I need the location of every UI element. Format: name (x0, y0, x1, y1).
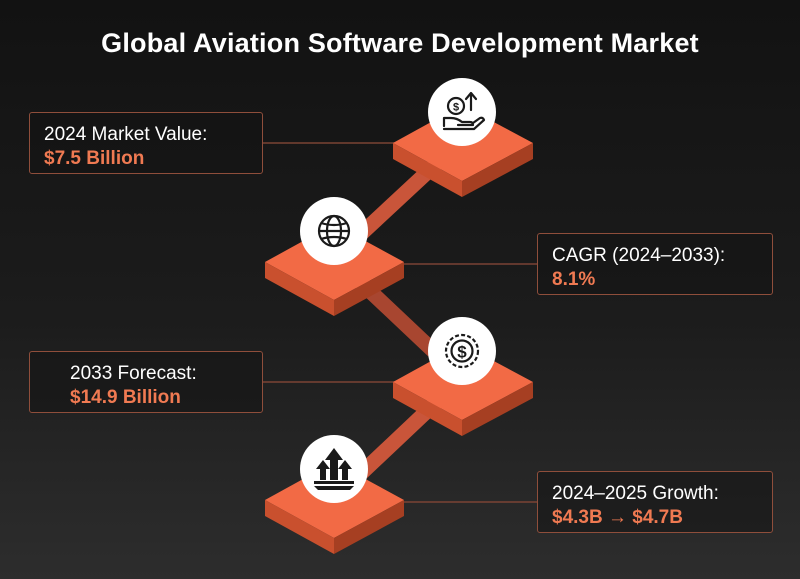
callout-2024-market-value: 2024 Market Value: $7.5 Billion (29, 112, 263, 174)
callout-label: CAGR (2024–2033): (552, 245, 726, 266)
hand-money-growth-icon: $ (442, 91, 486, 131)
callout-label: 2033 Forecast: (70, 363, 197, 384)
callout-2033-forecast: 2033 Forecast: $14.9 Billion (29, 351, 263, 413)
callout-label: 2024 Market Value: (44, 124, 208, 145)
callout-cagr: CAGR (2024–2033): 8.1% (537, 233, 773, 295)
dollar-coin-icon: $ (444, 333, 480, 369)
page-title: Global Aviation Software Development Mar… (101, 28, 699, 58)
upward-arrows-icon (314, 448, 354, 490)
callout-growth: 2024–2025 Growth: $4.3B → $4.7B (537, 471, 773, 533)
callout-value: $14.9 Billion (70, 387, 181, 408)
callout-value: $4.3B → $4.7B (552, 507, 683, 528)
callout-value: $7.5 Billion (44, 148, 145, 169)
globe-network-icon (317, 214, 351, 248)
callout-value: 8.1% (552, 269, 596, 290)
callout-label: 2024–2025 Growth: (552, 483, 719, 504)
svg-text:$: $ (453, 102, 459, 114)
svg-text:$: $ (457, 343, 467, 362)
